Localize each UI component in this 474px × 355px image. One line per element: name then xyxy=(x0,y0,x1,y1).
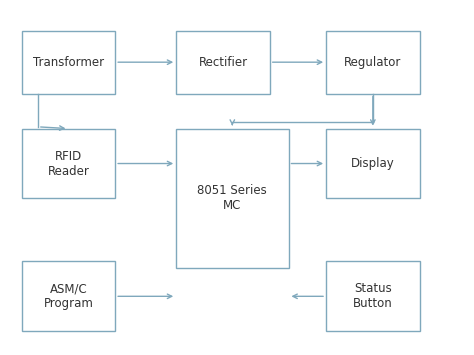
Text: Regulator: Regulator xyxy=(344,56,401,69)
Bar xyxy=(21,261,115,331)
Bar xyxy=(326,129,419,198)
Text: RFID
Reader: RFID Reader xyxy=(47,149,89,178)
Text: 8051 Series
MC: 8051 Series MC xyxy=(198,185,267,212)
Bar xyxy=(176,129,289,268)
Text: Status
Button: Status Button xyxy=(353,282,393,310)
Bar xyxy=(326,261,419,331)
Bar xyxy=(176,31,270,94)
Bar xyxy=(326,31,419,94)
Text: Display: Display xyxy=(351,157,395,170)
Bar xyxy=(21,129,115,198)
Text: Rectifier: Rectifier xyxy=(199,56,247,69)
Text: Transformer: Transformer xyxy=(33,56,104,69)
Text: ASM/C
Program: ASM/C Program xyxy=(44,282,93,310)
Bar xyxy=(21,31,115,94)
